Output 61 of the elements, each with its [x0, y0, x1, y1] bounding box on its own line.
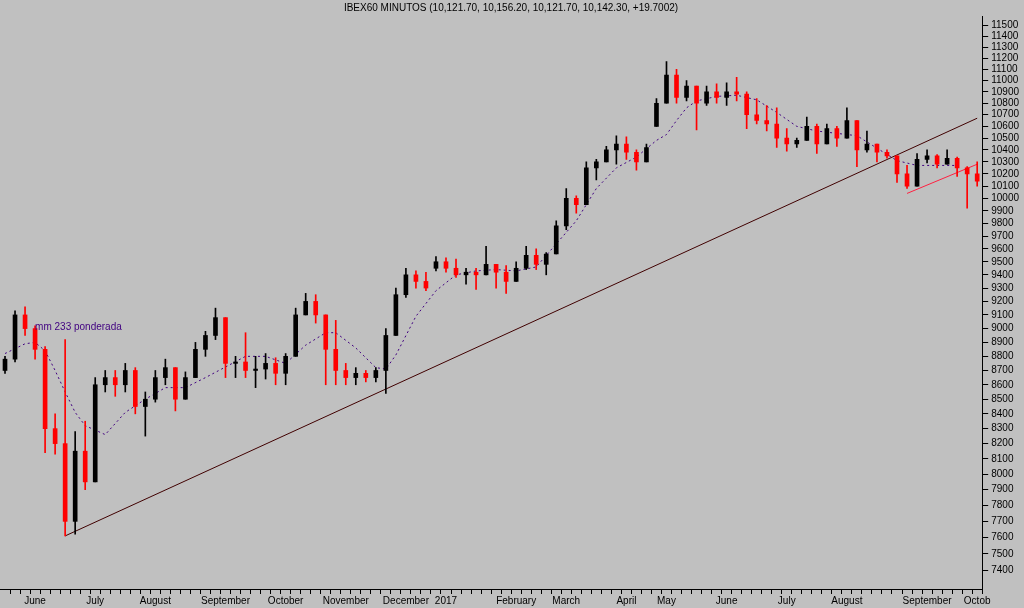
y-tick-label: 8300 [991, 422, 1014, 434]
x-tick-label: April [616, 594, 637, 606]
y-tick-label: 11100 [991, 63, 1018, 75]
y-tick-label: 10300 [991, 155, 1020, 167]
y-tick-label: 7700 [991, 515, 1014, 527]
y-tick-label: 8600 [991, 378, 1014, 390]
x-tick-label: August [139, 594, 172, 606]
y-tick-label: 9800 [991, 217, 1014, 229]
y-tick-label: 10400 [991, 143, 1020, 155]
x-tick-label: October [267, 594, 305, 606]
x-tick-label: July [777, 594, 796, 606]
y-tick-label: 10500 [991, 131, 1020, 143]
y-tick-label: 8700 [991, 364, 1014, 376]
x-tick-label: August [831, 594, 863, 606]
y-tick-label: 10800 [991, 97, 1020, 108]
y-tick-label: 9400 [991, 268, 1014, 280]
y-tick-label: 10200 [991, 167, 1020, 179]
y-tick-label: 11500 [991, 19, 1019, 31]
y-tick-label: 10900 [991, 85, 1020, 97]
x-tick-label: March [552, 594, 581, 606]
y-tick-label: 10700 [991, 108, 1020, 120]
y-tick-label: 8500 [991, 392, 1014, 404]
y-tick-label: 9300 [991, 281, 1014, 293]
y-tick-label: 8100 [991, 452, 1014, 464]
y-tick-label: 9200 [991, 295, 1014, 307]
y-tick-label: 8000 [991, 467, 1014, 479]
y-tick-label: 11300 [991, 41, 1019, 53]
x-tick-label: September [201, 594, 251, 606]
y-tick-label: 9900 [991, 204, 1014, 216]
y-tick-label: 10600 [991, 120, 1020, 132]
x-tick-label: May [657, 594, 676, 606]
y-tick-label: 10100 [991, 179, 1020, 191]
y-tick-label: 7600 [991, 531, 1014, 543]
y-tick-label: 9100 [991, 308, 1014, 320]
y-tick-label: 11400 [991, 30, 1019, 42]
y-tick-label: 11000 [991, 74, 1019, 86]
y-tick-label: 11200 [991, 52, 1019, 64]
y-tick-label: 9700 [991, 229, 1014, 241]
x-tick-label: June [24, 594, 47, 606]
y-tick-label: 9000 [991, 322, 1014, 334]
x-tick-label: November [322, 594, 370, 606]
y-tick-label: 8800 [991, 350, 1014, 362]
x-tick-label: February [496, 594, 537, 606]
x-tick-label: July [86, 594, 105, 606]
y-tick-label: 8400 [991, 407, 1014, 419]
y-tick-label: 9600 [991, 242, 1014, 254]
x-tick-label: September [902, 594, 953, 606]
chart-title: IBEX60 MINUTOS (10,121.70, 10,156.20, 10,121.70, 10,142.30, +19.7002) [343, 1, 679, 13]
y-tick-label: 8200 [991, 437, 1014, 449]
series-label: mm 233 ponderada [35, 321, 123, 333]
y-tick-label: 9500 [991, 255, 1014, 267]
x-tick-label: June [715, 594, 738, 606]
y-tick-label: 7800 [991, 499, 1014, 511]
x-tick-label: December [382, 594, 430, 606]
x-tick-label: 2017 [434, 594, 458, 606]
y-tick-label: 7900 [991, 483, 1014, 495]
x-tick-label: Octob [963, 594, 991, 606]
y-tick-label: 7500 [991, 547, 1014, 559]
y-tick-label: 8900 [991, 336, 1014, 348]
y-tick-label: 10000 [991, 192, 1020, 204]
y-tick-label: 7400 [991, 564, 1014, 576]
